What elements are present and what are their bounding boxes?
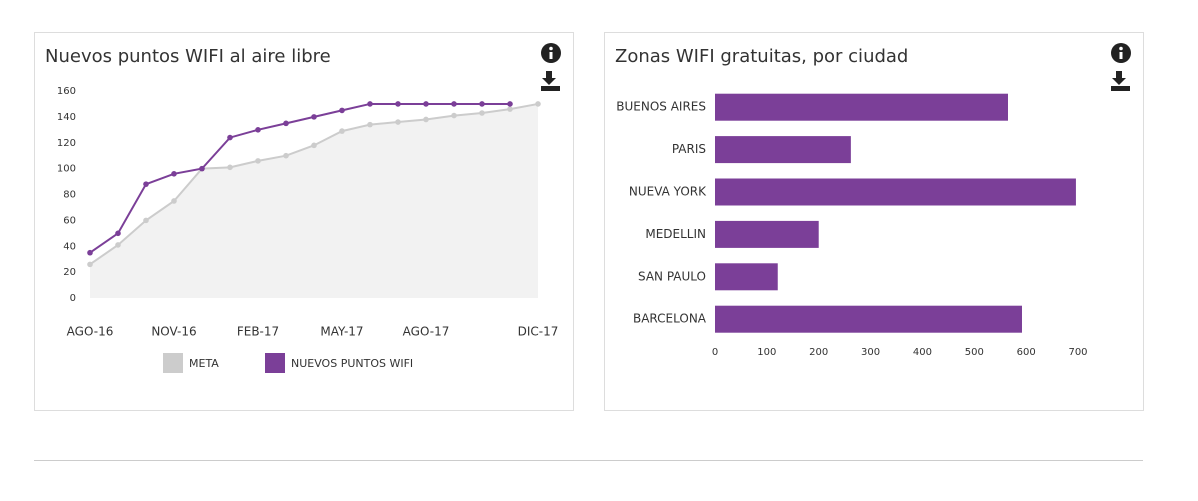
point xyxy=(311,142,317,149)
bar xyxy=(715,220,819,248)
x-tick-label: NOV-16 xyxy=(151,325,196,339)
y-tick-label: 0 xyxy=(70,293,76,304)
point xyxy=(423,101,429,107)
y-tick-label: 60 xyxy=(63,215,76,226)
y-tick-label: BARCELONA xyxy=(633,312,707,326)
point xyxy=(87,261,93,268)
download-icon[interactable] xyxy=(1111,71,1130,91)
x-tick-label: FEB-17 xyxy=(237,325,279,339)
info-icon[interactable] xyxy=(541,43,561,63)
bar xyxy=(715,93,1008,121)
x-tick-label: AGO-16 xyxy=(67,325,114,339)
point xyxy=(339,128,345,134)
point xyxy=(479,101,485,107)
x-tick-label: AGO-17 xyxy=(403,325,450,339)
point xyxy=(199,165,205,172)
point xyxy=(115,230,121,237)
y-tick-label: PARIS xyxy=(672,142,706,156)
point xyxy=(283,152,289,159)
y-tick-label: 100 xyxy=(57,164,76,175)
info-icon[interactable] xyxy=(1111,43,1131,63)
y-tick-label: 80 xyxy=(63,190,76,201)
y-tick-label: NUEVA YORK xyxy=(629,185,707,199)
point xyxy=(395,119,401,125)
y-tick-label: 20 xyxy=(63,267,76,278)
x-tick-label: 400 xyxy=(913,347,932,358)
point xyxy=(87,249,93,256)
point xyxy=(311,114,317,120)
point xyxy=(143,181,149,187)
area xyxy=(90,103,538,298)
line xyxy=(89,102,510,254)
point xyxy=(171,198,177,204)
y-tick-label: BUENOS AIRES xyxy=(616,100,706,114)
x-tick-label: 100 xyxy=(757,347,776,358)
point xyxy=(115,242,121,248)
x-tick-label: 0 xyxy=(712,347,718,358)
point xyxy=(395,101,401,107)
point xyxy=(423,116,429,123)
y-tick-label: 140 xyxy=(57,112,76,123)
point xyxy=(143,217,149,224)
y-tick-label: 120 xyxy=(57,138,76,149)
bar xyxy=(715,136,851,164)
point xyxy=(507,101,513,107)
legend-swatch xyxy=(163,353,183,373)
point xyxy=(535,101,541,107)
chart-title: Nuevos puntos WIFI al aire libre xyxy=(45,46,331,67)
point xyxy=(171,171,177,177)
x-tick-label: DIC-17 xyxy=(518,325,559,339)
point xyxy=(451,101,457,107)
x-tick-label: 200 xyxy=(809,347,828,358)
legend-label: NUEVOS PUNTOS WIFI xyxy=(291,357,413,370)
chart-title: Zonas WIFI gratuitas, por ciudad xyxy=(615,46,908,67)
x-tick-label: 700 xyxy=(1068,347,1087,358)
bar xyxy=(715,178,1076,206)
y-tick-label: MEDELLIN xyxy=(645,227,706,241)
legend-label: META xyxy=(189,357,219,370)
x-tick-label: 600 xyxy=(1017,347,1036,358)
download-icon[interactable] xyxy=(541,71,560,91)
y-tick-label: 40 xyxy=(63,241,76,252)
point xyxy=(255,158,261,164)
x-tick-label: 500 xyxy=(965,347,984,358)
point xyxy=(283,120,289,127)
bar xyxy=(715,305,1022,333)
point xyxy=(367,121,373,128)
point xyxy=(451,112,457,119)
legend-swatch xyxy=(265,353,285,373)
point xyxy=(255,127,261,133)
x-tick-label: 300 xyxy=(861,347,880,358)
point xyxy=(367,101,373,107)
point xyxy=(507,106,513,112)
y-tick-label: SAN PAULO xyxy=(638,269,706,283)
point xyxy=(339,107,345,114)
point xyxy=(227,164,233,171)
point xyxy=(479,110,485,116)
bar xyxy=(715,263,778,291)
x-tick-label: MAY-17 xyxy=(320,325,363,339)
y-tick-label: 160 xyxy=(57,86,76,97)
point xyxy=(227,134,233,141)
